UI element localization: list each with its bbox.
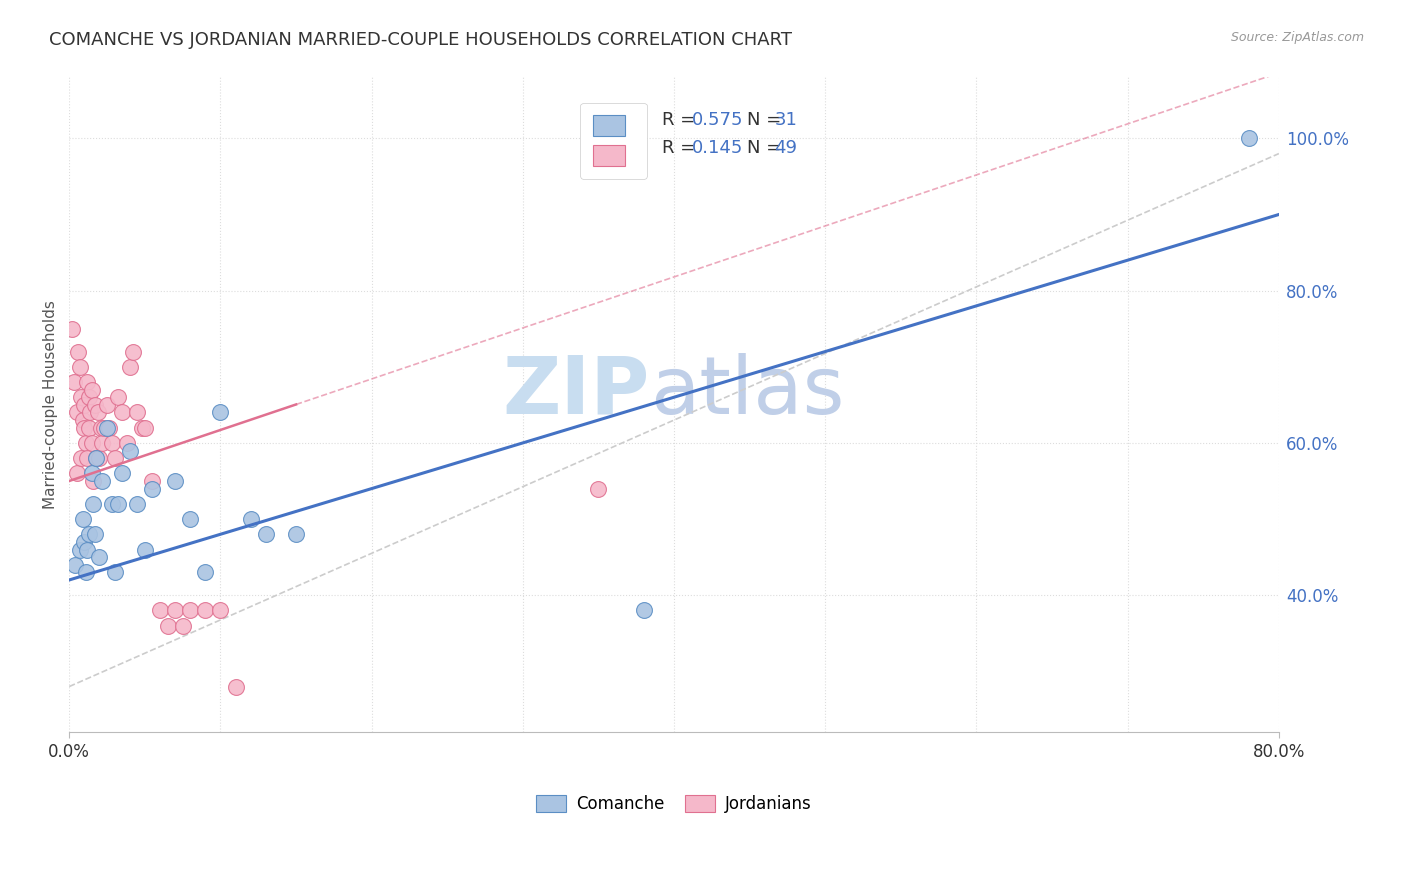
Point <box>84 527 107 541</box>
Point <box>77 527 100 541</box>
Point <box>115 436 138 450</box>
Point <box>111 467 134 481</box>
Point <box>87 405 110 419</box>
Point <box>156 618 179 632</box>
Text: ZIP: ZIP <box>502 352 650 431</box>
Point <box>82 474 104 488</box>
Point <box>239 512 262 526</box>
Point <box>107 390 129 404</box>
Point <box>79 405 101 419</box>
Point <box>633 603 655 617</box>
Point <box>179 603 201 617</box>
Point <box>179 512 201 526</box>
Point <box>86 451 108 466</box>
Text: 0.145: 0.145 <box>692 138 744 156</box>
Point <box>77 390 100 404</box>
Point <box>209 405 232 419</box>
Point <box>111 405 134 419</box>
Point <box>70 390 93 404</box>
Point <box>90 420 112 434</box>
Text: 0.575: 0.575 <box>692 111 744 129</box>
Point <box>93 420 115 434</box>
Point <box>118 359 141 374</box>
Text: N =: N = <box>747 138 786 156</box>
Point <box>91 436 114 450</box>
Point <box>149 603 172 617</box>
Text: COMANCHE VS JORDANIAN MARRIED-COUPLE HOUSEHOLDS CORRELATION CHART: COMANCHE VS JORDANIAN MARRIED-COUPLE HOU… <box>49 31 792 49</box>
Point <box>141 474 163 488</box>
Point <box>107 497 129 511</box>
Point <box>134 542 156 557</box>
Point <box>165 474 187 488</box>
Point <box>209 603 232 617</box>
Point <box>588 482 610 496</box>
Point <box>86 451 108 466</box>
Point <box>194 603 217 617</box>
Point <box>97 420 120 434</box>
Point <box>72 512 94 526</box>
Point <box>73 534 96 549</box>
Point <box>84 398 107 412</box>
Point <box>131 420 153 434</box>
Point <box>80 467 103 481</box>
Point <box>104 451 127 466</box>
Point <box>76 542 98 557</box>
Text: 49: 49 <box>775 138 797 156</box>
Point <box>66 405 89 419</box>
Legend: Comanche, Jordanians: Comanche, Jordanians <box>529 787 820 822</box>
Text: R =: R = <box>662 111 702 129</box>
Point <box>80 383 103 397</box>
Text: Source: ZipAtlas.com: Source: ZipAtlas.com <box>1230 31 1364 45</box>
Point <box>127 497 149 511</box>
Point <box>65 558 87 572</box>
Point <box>1237 131 1260 145</box>
Point <box>69 542 91 557</box>
Y-axis label: Married-couple Households: Married-couple Households <box>44 301 58 509</box>
Point <box>69 359 91 374</box>
Text: N =: N = <box>747 111 786 129</box>
Point <box>121 344 143 359</box>
Text: 31: 31 <box>775 111 797 129</box>
Text: R =: R = <box>662 138 702 156</box>
Point <box>89 550 111 565</box>
Point <box>104 566 127 580</box>
Point <box>62 375 84 389</box>
Point <box>75 436 97 450</box>
Point <box>82 497 104 511</box>
Point <box>89 451 111 466</box>
Point <box>165 603 187 617</box>
Point <box>285 527 308 541</box>
Point <box>91 474 114 488</box>
Point <box>76 451 98 466</box>
Point <box>80 436 103 450</box>
Point <box>141 482 163 496</box>
Point <box>72 413 94 427</box>
Point <box>70 451 93 466</box>
Point <box>194 566 217 580</box>
Point <box>77 420 100 434</box>
Point <box>96 420 118 434</box>
Point <box>66 467 89 481</box>
Point <box>76 375 98 389</box>
Point <box>100 436 122 450</box>
Point <box>73 420 96 434</box>
Text: atlas: atlas <box>650 352 844 431</box>
Point <box>67 344 90 359</box>
Point <box>172 618 194 632</box>
Point <box>96 398 118 412</box>
Point <box>75 566 97 580</box>
Point <box>118 443 141 458</box>
Point <box>60 321 83 335</box>
Point <box>225 680 247 694</box>
Point <box>127 405 149 419</box>
Point <box>254 527 277 541</box>
Point <box>73 398 96 412</box>
Point <box>100 497 122 511</box>
Point <box>134 420 156 434</box>
